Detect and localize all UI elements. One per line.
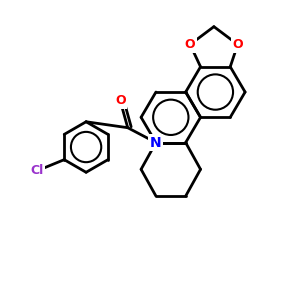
Text: Cl: Cl	[30, 164, 44, 177]
Text: O: O	[115, 94, 126, 107]
Text: N: N	[150, 136, 162, 150]
Text: O: O	[185, 38, 195, 51]
Text: O: O	[232, 38, 243, 51]
